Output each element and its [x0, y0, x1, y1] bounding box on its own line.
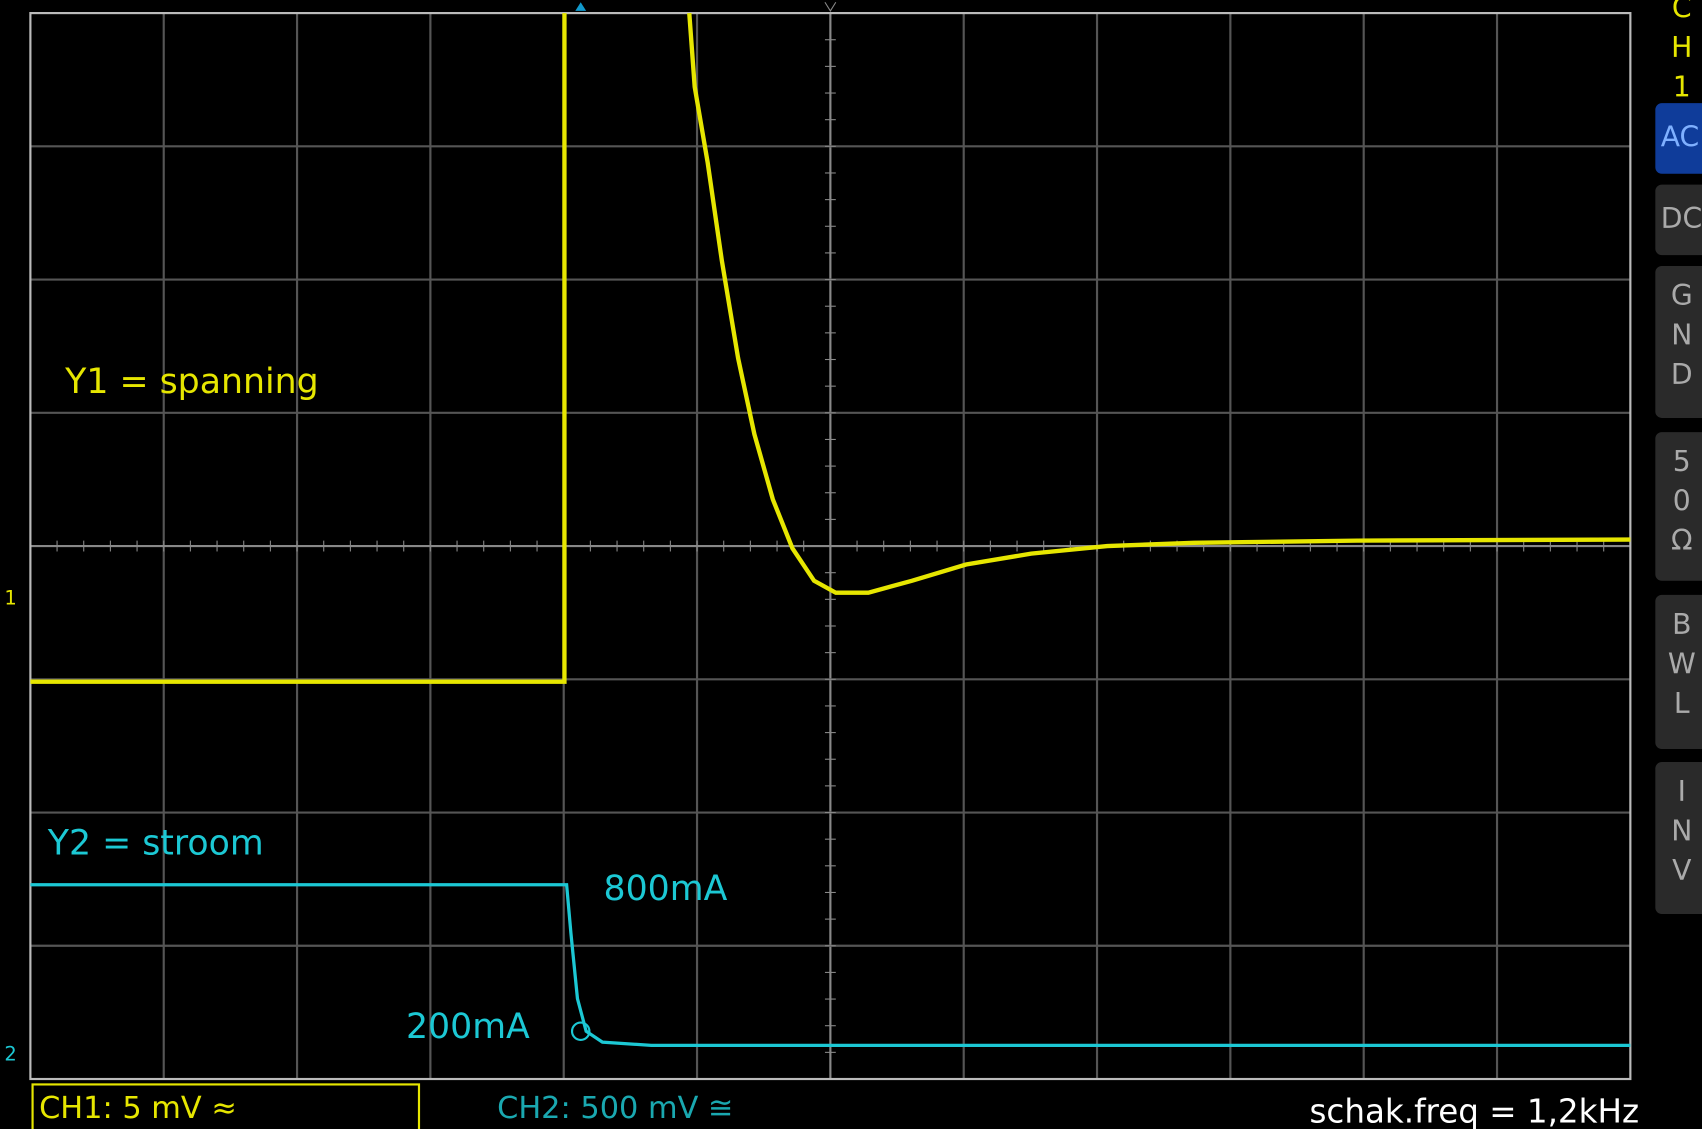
ch1-trace — [30, 12, 1631, 684]
button-label: GND — [1665, 279, 1698, 398]
channel-label: CH1 — [1665, 0, 1698, 110]
annotation: 800mA — [604, 869, 728, 909]
ch2-marker: 2 — [4, 1043, 16, 1066]
annotation: Y1 = spanning — [64, 362, 319, 402]
cursor — [570, 1021, 591, 1042]
plot-frame — [29, 12, 1632, 1081]
button-label: BWL — [1665, 608, 1698, 727]
side-button[interactable] — [1655, 594, 1702, 750]
ch1-marker: 1 — [4, 587, 16, 610]
annotation: 200mA — [406, 1007, 530, 1047]
side-button[interactable] — [1655, 266, 1702, 418]
side-button[interactable] — [1655, 184, 1702, 256]
button-label: AC — [1661, 120, 1700, 153]
side-buttons: AC DC GND 50Ω BWL INV — [1655, 103, 1702, 915]
freq-label: schak.freq = 1,2kHz — [1309, 1093, 1639, 1129]
center-marker — [824, 1, 837, 12]
button-label: 50Ω — [1665, 445, 1698, 564]
annotation: Y2 = stroom — [47, 824, 264, 864]
button-label: DC — [1661, 202, 1702, 235]
side-button[interactable] — [1655, 103, 1702, 174]
ch1-status-box — [31, 1083, 421, 1129]
grid — [29, 12, 1631, 1080]
side-button[interactable] — [1655, 762, 1702, 915]
ch1-status[interactable]: CH1: 5 mV ≈ — [39, 1091, 237, 1126]
ch2-status[interactable]: CH2: 500 mV ≅ — [497, 1091, 733, 1126]
button-label: INV — [1665, 775, 1698, 894]
ch2-trace — [30, 883, 1631, 1047]
trigger-marker — [575, 2, 587, 11]
side-button[interactable] — [1655, 432, 1702, 581]
